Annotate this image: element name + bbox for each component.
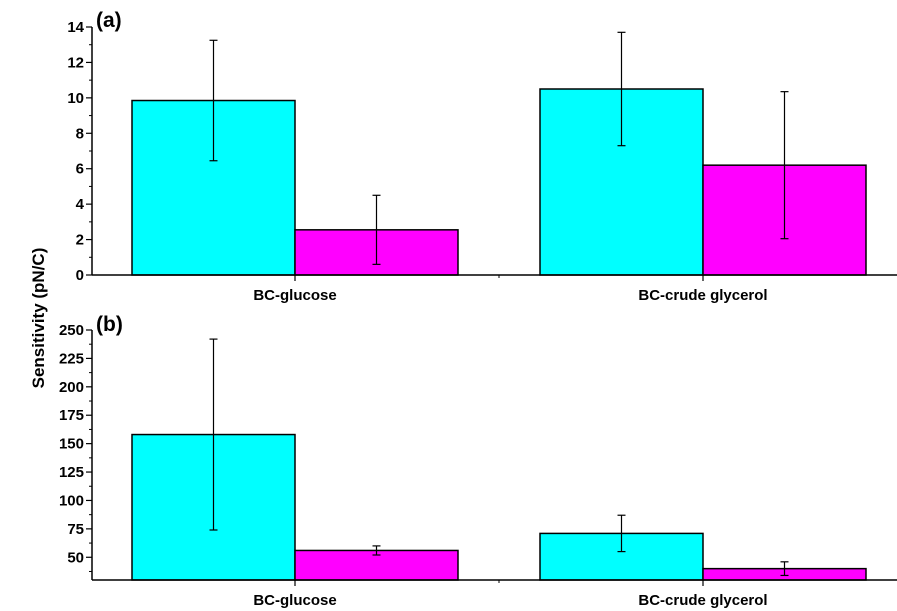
bar-b-glucose-s2 xyxy=(294,549,459,581)
panel-a-label: (a) xyxy=(96,9,122,32)
y-tick-label-b: 175 xyxy=(59,407,84,424)
y-axis-label: Sensitivity (pN/C) xyxy=(29,248,48,389)
y-tick-label-b: 50 xyxy=(67,549,84,566)
y-tick-label-b: 150 xyxy=(59,436,84,453)
panel-a: (a) 0 2 4 6 8 10 12 14 BC-glucose BC-crude glycer… xyxy=(67,9,897,304)
y-tick-label-b: 225 xyxy=(59,350,84,367)
panel-b-label: (b) xyxy=(96,313,123,336)
x-category-label-b: BC-glucose xyxy=(253,592,336,609)
x-category-label-a: BC-glucose xyxy=(253,287,336,304)
y-tick-label-b: 100 xyxy=(59,492,84,509)
x-category-label-a: BC-crude glycerol xyxy=(638,287,767,304)
x-category-label-b: BC-crude glycerol xyxy=(638,592,767,609)
y-tick-label-a: 6 xyxy=(76,161,84,178)
y-tick-label-a: 10 xyxy=(67,90,84,107)
y-tick-label-b: 200 xyxy=(59,379,84,396)
panel-b: (b) 50 75 100 125 150 175 200 225 250 BC-glucose B… xyxy=(59,313,897,609)
y-tick-label-a: 0 xyxy=(76,267,84,284)
y-tick-label-a: 8 xyxy=(76,125,84,142)
y-tick-label-b: 250 xyxy=(59,322,84,339)
y-tick-label-b: 75 xyxy=(67,521,84,538)
y-tick-label-a: 14 xyxy=(67,19,84,36)
y-tick-label-a: 2 xyxy=(76,232,84,249)
y-tick-label-a: 12 xyxy=(67,54,84,71)
y-tick-label-b: 125 xyxy=(59,464,84,481)
y-tick-label-a: 4 xyxy=(76,196,85,213)
